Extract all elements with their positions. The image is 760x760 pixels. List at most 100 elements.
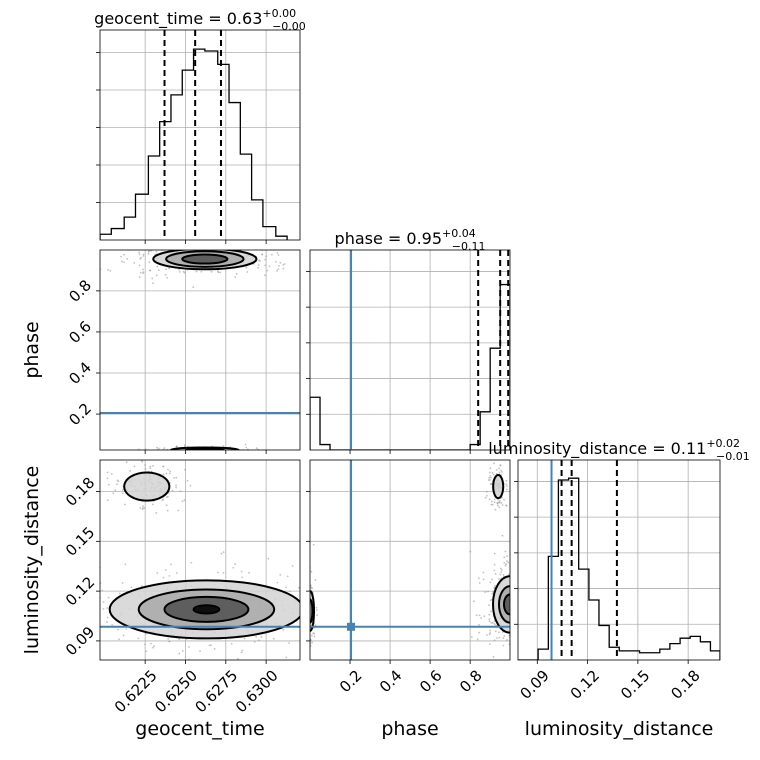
sample-point — [122, 634, 125, 637]
sample-point — [491, 578, 493, 581]
sample-point — [519, 574, 521, 576]
sample-point — [142, 268, 144, 271]
sample-point — [178, 268, 180, 271]
sample-point — [506, 485, 508, 488]
sample-point — [224, 241, 226, 243]
sample-point — [196, 246, 198, 248]
sample-point — [316, 588, 318, 590]
sample-point — [522, 577, 524, 579]
sample-point — [302, 611, 304, 613]
sample-point — [138, 251, 140, 254]
sample-point — [167, 451, 169, 453]
sample-point — [514, 620, 516, 622]
sample-point — [521, 631, 523, 633]
sample-point — [493, 563, 496, 566]
sample-point — [528, 614, 530, 616]
sample-point — [478, 614, 481, 617]
sample-point — [148, 261, 151, 264]
sample-point — [200, 270, 203, 273]
contour-line — [192, 604, 221, 615]
density-level — [182, 254, 228, 264]
sample-point — [142, 255, 145, 257]
sample-point — [443, 655, 445, 657]
x-tick-label-luminosity_distance: 0.15 — [617, 666, 653, 702]
sample-point — [300, 632, 302, 634]
sample-point — [167, 244, 169, 246]
sample-point — [63, 613, 65, 615]
sample-point — [495, 469, 498, 471]
title-upper: +0.04 — [442, 227, 476, 240]
sample-point — [513, 569, 515, 571]
x-tick-label-geocent_time: 0.6300 — [232, 666, 282, 716]
sample-point — [528, 619, 530, 621]
sample-point — [527, 555, 529, 557]
sample-point — [124, 503, 126, 506]
sample-point — [303, 629, 305, 631]
sample-point — [118, 638, 120, 641]
sample-point — [305, 617, 307, 619]
sample-point — [175, 486, 177, 489]
sample-point — [123, 253, 126, 256]
sample-point — [516, 619, 518, 621]
sample-point — [175, 572, 178, 574]
sample-point — [529, 633, 531, 635]
sample-point — [215, 454, 217, 456]
sample-point — [267, 557, 270, 560]
sample-point — [306, 635, 308, 637]
y-axis-label-phase: phase — [21, 321, 43, 378]
sample-point — [245, 266, 248, 269]
sample-point — [277, 268, 280, 271]
sample-point — [496, 502, 499, 505]
sample-point — [304, 642, 306, 644]
x-axis-label-phase: phase — [381, 718, 438, 740]
sample-point — [307, 609, 309, 611]
contour-line — [310, 598, 314, 624]
sample-point — [489, 632, 492, 634]
sample-point — [513, 574, 515, 576]
sample-point — [502, 637, 505, 640]
sample-point — [502, 644, 505, 647]
sample-point — [275, 260, 277, 263]
sample-point — [191, 241, 193, 243]
sample-point — [178, 451, 180, 453]
sample-point — [512, 589, 514, 591]
sample-point — [505, 479, 508, 482]
y-tick-label-phase: 0.4 — [65, 358, 95, 388]
sample-point — [88, 645, 90, 647]
sample-point — [510, 612, 512, 614]
sample-point — [505, 488, 508, 491]
sample-point — [215, 243, 217, 245]
sample-point — [179, 490, 182, 493]
sample-point — [307, 630, 309, 632]
sample-point — [491, 592, 494, 595]
title-phase: phase = 0.95+0.04 −0.11 — [335, 227, 486, 253]
sample-point — [189, 247, 191, 249]
sample-point — [298, 586, 300, 589]
sample-point — [328, 616, 330, 618]
sample-point — [230, 451, 232, 453]
sample-point — [519, 592, 521, 594]
sample-point — [147, 252, 150, 255]
sample-point — [514, 587, 516, 589]
sample-point — [204, 451, 206, 453]
sample-point — [216, 246, 218, 248]
sample-point — [302, 603, 304, 605]
sample-point — [309, 665, 311, 667]
sample-point — [525, 580, 527, 582]
sample-point — [282, 628, 285, 631]
sample-point — [512, 613, 514, 615]
sample-point — [197, 246, 199, 248]
sample-point — [168, 640, 171, 643]
y-tick-label-luminosity_distance: 0.12 — [62, 573, 98, 609]
sample-point — [511, 661, 513, 663]
sample-point — [308, 597, 310, 599]
sample-point — [282, 267, 285, 270]
sample-point — [502, 676, 504, 678]
sample-point — [489, 581, 492, 584]
sample-point — [255, 447, 258, 450]
sample-point — [181, 500, 184, 503]
sample-point — [253, 640, 256, 643]
sample-point — [493, 623, 496, 625]
sample-point — [279, 573, 282, 576]
sample-point — [493, 586, 496, 589]
